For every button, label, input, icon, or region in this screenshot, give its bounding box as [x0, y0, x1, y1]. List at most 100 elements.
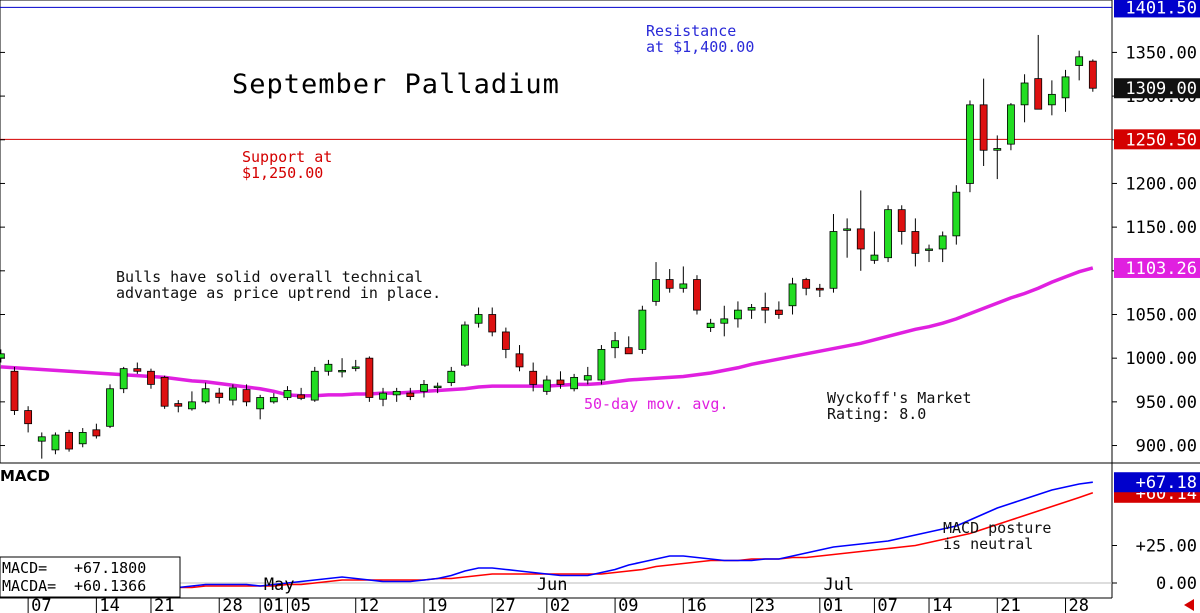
candle-body [938, 235, 947, 250]
candle [461, 321, 469, 367]
candle [638, 305, 647, 354]
candle-body [1020, 82, 1029, 106]
candle [324, 359, 333, 376]
candle-body [870, 254, 879, 261]
candle [24, 406, 33, 433]
candle [583, 366, 592, 385]
macd-annotation: is neutral [943, 535, 1033, 553]
candle-body [433, 385, 442, 389]
candle-body [556, 379, 565, 385]
x-tick-label: 01 [263, 596, 283, 613]
candle-body [529, 370, 538, 385]
candle-body [269, 397, 278, 403]
candle-body [993, 148, 1002, 151]
candle [556, 371, 565, 389]
price-label: 1103.26 [1125, 259, 1197, 279]
candle [1061, 69, 1070, 112]
candle-body [1047, 93, 1056, 106]
candle [392, 387, 401, 402]
candle-body [720, 318, 729, 324]
candle [870, 231, 879, 264]
x-tick-label: 21 [1000, 596, 1020, 613]
candle [515, 345, 524, 372]
x-tick-label: 12 [359, 596, 379, 613]
macd-readout-value: +67.1800 [74, 559, 146, 577]
x-tick-label: 23 [755, 596, 775, 613]
candle [624, 336, 633, 355]
month-label: Jul [823, 575, 854, 595]
candle-body [338, 369, 346, 373]
x-tick-label: 01 [823, 596, 843, 613]
x-tick-label: 09 [618, 596, 638, 613]
price-label: 1401.50 [1125, 0, 1197, 18]
macda-readout-value: +60.1366 [74, 577, 146, 595]
candle-body [897, 209, 906, 232]
candle [1034, 34, 1043, 110]
candle-body [160, 376, 169, 407]
candle-body [174, 403, 183, 407]
candle-body [979, 104, 988, 151]
candle [351, 359, 360, 372]
price-label-box [1114, 257, 1200, 278]
macd-panel-title: MACD [0, 467, 50, 485]
macd-value-label: +67.18 [1136, 473, 1197, 493]
x-tick-label: 05 [290, 596, 310, 613]
x-tick-label: 28 [222, 596, 242, 613]
candle-body [188, 401, 196, 410]
chart-title: September Palladium [232, 69, 560, 100]
annotation-bulls: Bulls have solid overall technical [116, 268, 423, 286]
month-label: Jun [537, 575, 568, 595]
candle [297, 387, 306, 401]
annotation-wyckoff: Wyckoff's Market [827, 389, 972, 407]
y-tick-label: 1000.00 [1125, 349, 1197, 369]
candle [693, 275, 701, 315]
candle-body [65, 432, 73, 450]
candle-body [638, 309, 647, 350]
price-label-box [1114, 129, 1200, 150]
candle-body [351, 366, 360, 369]
candle [65, 429, 73, 452]
macda-readout-label: MACDA= [2, 577, 56, 595]
candle [597, 345, 606, 385]
candle [174, 400, 183, 413]
candle [269, 393, 278, 404]
candle [160, 375, 169, 409]
candle [542, 375, 551, 395]
candle [37, 432, 46, 459]
candle [201, 382, 210, 404]
candle [1047, 80, 1056, 116]
x-tick-label: 14 [99, 596, 119, 613]
candle [488, 307, 497, 337]
price-label: 1309.00 [1125, 79, 1197, 99]
candle [720, 305, 729, 337]
x-tick-label: 07 [877, 596, 897, 613]
candle-body [420, 383, 428, 392]
candle [256, 394, 265, 420]
candle-body [966, 104, 974, 184]
annotation-resistance: at $1,400.00 [646, 38, 754, 56]
scroll-left-icon[interactable] [1184, 599, 1194, 611]
candle-body [665, 279, 674, 289]
candle-body [447, 370, 456, 384]
candle [611, 331, 619, 359]
candle-body [78, 432, 87, 445]
candle-body [570, 376, 579, 390]
price-label-box [1114, 78, 1200, 99]
candle-body [51, 434, 60, 451]
candle [420, 380, 428, 398]
candle [706, 318, 715, 332]
candle-body [297, 394, 306, 399]
candle [147, 368, 155, 389]
candle [310, 366, 319, 402]
annotation-support: Support at [242, 148, 332, 166]
candle-body [829, 231, 838, 289]
candle [788, 277, 797, 315]
candle [1020, 74, 1029, 123]
candle-body [461, 324, 469, 366]
candle-body [652, 279, 660, 302]
candle-body [406, 392, 415, 398]
y-tick-label: 1200.00 [1125, 174, 1197, 194]
candle [747, 304, 756, 319]
candle [774, 301, 783, 319]
